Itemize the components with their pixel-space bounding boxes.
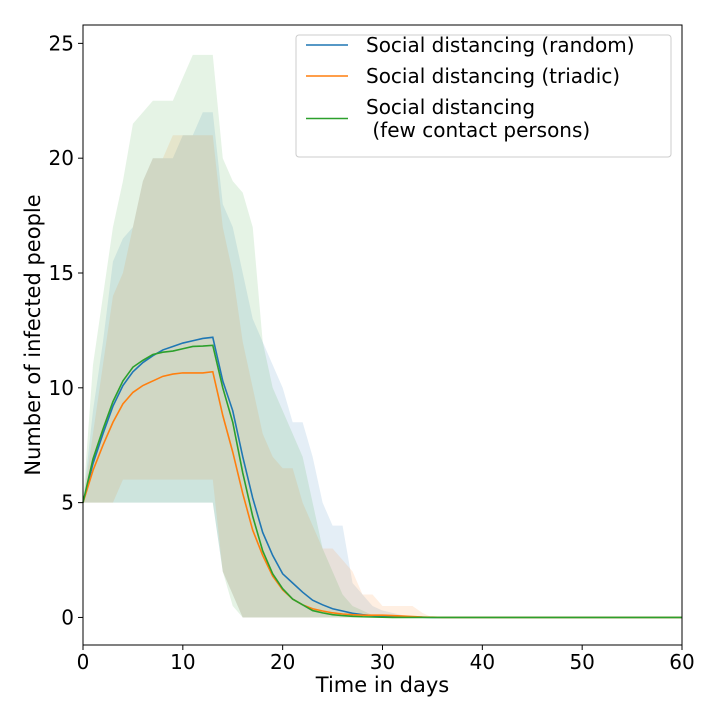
x-tick-label: 20 bbox=[270, 650, 295, 674]
y-tick-label: 0 bbox=[61, 605, 74, 629]
confidence-bands bbox=[83, 54, 682, 618]
y-tick-label: 25 bbox=[49, 31, 74, 55]
x-tick-label: 50 bbox=[569, 650, 594, 674]
legend-label-2: Social distancing (triadic) bbox=[366, 64, 620, 88]
y-axis-label: Number of infected people bbox=[21, 194, 45, 475]
x-tick-label: 0 bbox=[77, 650, 90, 674]
x-tick-label: 30 bbox=[370, 650, 395, 674]
y-tick-label: 10 bbox=[49, 376, 74, 400]
legend-box bbox=[295, 34, 672, 158]
band-series-3 bbox=[83, 54, 682, 618]
x-tick-label: 60 bbox=[669, 650, 694, 674]
y-axis-ticks: 0 5 10 15 20 25 bbox=[49, 31, 83, 629]
x-tick-label: 10 bbox=[170, 650, 195, 674]
y-tick-label: 20 bbox=[49, 146, 74, 170]
y-tick-label: 15 bbox=[49, 261, 74, 285]
line-series-3 bbox=[82, 344, 682, 619]
legend: Social distancing (random) Social distanc… bbox=[295, 33, 672, 158]
legend-label-1: Social distancing (random) bbox=[366, 33, 635, 57]
series-lines bbox=[82, 336, 682, 619]
legend-label-3: Social distancing (few contact persons) bbox=[366, 95, 590, 142]
x-axis-ticks: 0 10 20 30 40 50 60 bbox=[77, 645, 695, 674]
band-series-1 bbox=[83, 112, 682, 618]
y-tick-label: 5 bbox=[61, 491, 74, 515]
x-tick-label: 40 bbox=[470, 650, 495, 674]
x-axis-label: Time in days bbox=[315, 673, 449, 697]
band-series-2 bbox=[83, 135, 682, 618]
